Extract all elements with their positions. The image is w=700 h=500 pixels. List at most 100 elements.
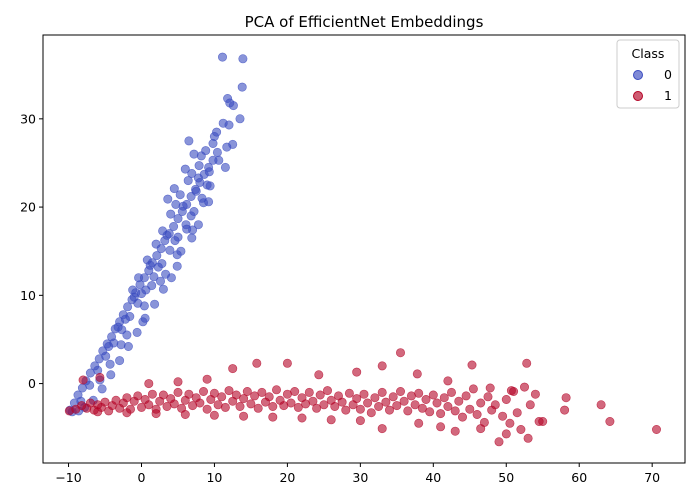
data-point-class-1 <box>522 358 532 368</box>
data-point-class-1 <box>366 408 376 418</box>
data-point-class-1 <box>122 408 132 418</box>
data-point-class-1 <box>461 391 471 401</box>
data-point-class-0 <box>202 180 212 190</box>
data-point-class-0 <box>173 214 183 224</box>
y-tick-label: 10 <box>20 288 36 303</box>
data-point-class-1 <box>239 411 249 421</box>
data-point-class-1 <box>144 379 154 389</box>
data-point-class-1 <box>490 400 500 410</box>
series-class-0 <box>65 52 248 417</box>
data-point-class-0 <box>212 147 222 157</box>
data-point-class-1 <box>239 394 249 404</box>
data-point-class-1 <box>209 388 219 398</box>
data-point-class-1 <box>494 437 504 447</box>
data-point-class-0 <box>123 302 133 312</box>
data-point-class-1 <box>472 409 482 419</box>
data-point-class-1 <box>450 426 460 436</box>
data-point-class-1 <box>377 424 387 434</box>
data-point-class-0 <box>137 289 147 299</box>
x-tick-label: 0 <box>138 470 146 485</box>
data-point-class-1 <box>151 409 161 419</box>
data-point-class-0 <box>115 356 125 366</box>
data-point-class-1 <box>439 393 449 403</box>
data-point-class-1 <box>428 390 438 400</box>
data-point-class-1 <box>446 387 456 397</box>
data-point-class-1 <box>395 348 405 358</box>
legend: Class 0 1 <box>616 39 680 109</box>
data-point-class-0 <box>199 198 209 208</box>
data-point-class-0 <box>123 341 133 351</box>
data-point-class-1 <box>312 403 322 413</box>
data-point-class-0 <box>224 120 234 130</box>
data-point-class-1 <box>506 386 516 396</box>
y-tick-label: 30 <box>20 111 36 126</box>
legend-marker-class-0 <box>633 70 643 80</box>
data-point-class-1 <box>355 404 365 414</box>
data-point-class-0 <box>169 184 179 194</box>
data-point-class-0 <box>180 164 190 174</box>
data-point-class-1 <box>392 401 402 411</box>
data-point-class-0 <box>105 359 115 369</box>
data-point-class-0 <box>139 301 149 311</box>
data-point-class-0 <box>191 186 201 196</box>
data-point-class-1 <box>483 392 493 402</box>
data-point-class-1 <box>465 404 475 414</box>
data-point-class-1 <box>220 402 230 412</box>
data-point-class-1 <box>224 386 234 396</box>
data-point-class-1 <box>519 382 529 392</box>
data-point-class-1 <box>202 404 212 414</box>
data-point-class-0 <box>106 370 116 380</box>
data-point-class-0 <box>238 54 248 64</box>
data-point-class-1 <box>217 392 227 402</box>
data-point-class-1 <box>377 361 387 371</box>
data-point-class-1 <box>169 399 179 409</box>
data-point-class-1 <box>498 411 508 421</box>
data-point-class-1 <box>403 406 413 416</box>
data-point-class-0 <box>235 114 245 124</box>
data-point-class-0 <box>187 233 197 243</box>
data-point-class-1 <box>352 367 362 377</box>
data-point-class-1 <box>384 405 394 415</box>
data-point-class-0 <box>113 322 123 332</box>
data-point-class-1 <box>410 400 420 410</box>
data-point-class-0 <box>170 236 180 246</box>
data-point-class-1 <box>436 422 446 432</box>
data-point-class-1 <box>147 389 157 399</box>
x-tick-label: 30 <box>352 470 368 485</box>
data-point-class-1 <box>355 416 365 426</box>
data-point-class-1 <box>297 413 307 423</box>
data-point-class-1 <box>468 384 478 394</box>
data-point-class-0 <box>220 162 230 172</box>
data-point-class-0 <box>193 173 203 183</box>
data-point-class-0 <box>194 161 204 171</box>
data-point-class-1 <box>538 416 548 426</box>
data-point-class-1 <box>209 410 219 420</box>
data-point-class-0 <box>222 142 232 152</box>
data-point-class-1 <box>476 398 486 408</box>
data-point-class-1 <box>330 401 340 411</box>
data-point-class-1 <box>432 398 442 408</box>
data-point-class-1 <box>530 389 540 399</box>
x-tick-label: 20 <box>279 470 295 485</box>
data-point-class-1 <box>417 403 427 413</box>
data-point-class-0 <box>201 146 211 156</box>
data-point-class-0 <box>225 98 235 108</box>
x-tick-label: 70 <box>644 470 660 485</box>
data-point-class-0 <box>150 299 160 309</box>
data-point-class-0 <box>151 239 161 249</box>
x-tick-label: 40 <box>425 470 441 485</box>
data-point-class-1 <box>122 393 132 403</box>
data-point-class-1 <box>523 433 533 443</box>
data-point-class-1 <box>322 386 332 396</box>
data-point-class-0 <box>138 317 148 327</box>
data-point-class-1 <box>476 424 486 434</box>
series-class-1 <box>64 348 661 447</box>
data-point-class-1 <box>199 386 209 396</box>
axes-frame <box>42 34 686 464</box>
data-point-class-1 <box>388 392 398 402</box>
data-point-class-1 <box>363 398 373 408</box>
data-point-class-1 <box>561 393 571 403</box>
data-point-class-1 <box>505 418 515 428</box>
data-point-class-0 <box>187 169 197 179</box>
data-point-class-1 <box>304 387 314 397</box>
